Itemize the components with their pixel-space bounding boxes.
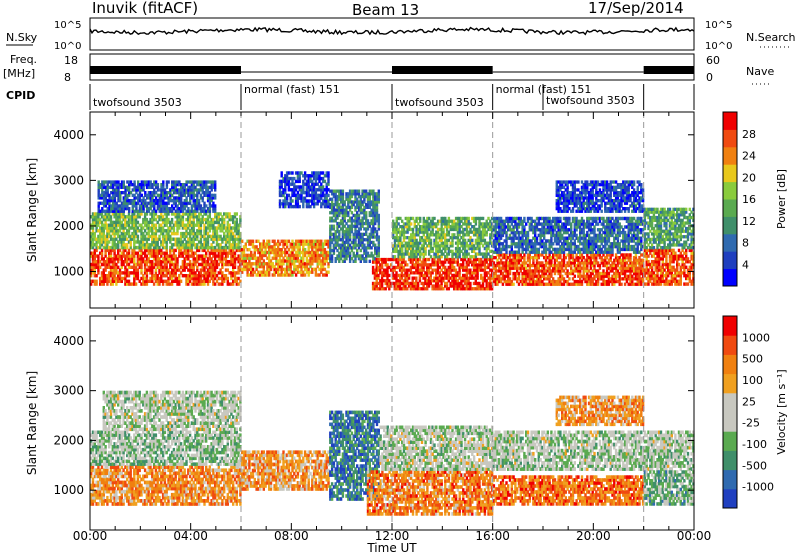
- nsearch-label: N.Search: [746, 31, 796, 44]
- data-cell: [512, 283, 514, 286]
- data-cell: [214, 204, 216, 207]
- data-cell: [430, 239, 432, 242]
- data-cell: [137, 235, 139, 238]
- data-cell: [162, 180, 164, 183]
- data-cell: [388, 274, 390, 277]
- beam-title: Beam 13: [352, 1, 419, 19]
- data-cell: [394, 255, 396, 258]
- cpid-segments: twofsound 3503 normal (fast) 151 twofsound…: [90, 83, 694, 110]
- data-cell: [268, 240, 270, 243]
- data-cell: [281, 171, 283, 174]
- data-cell: [95, 280, 97, 283]
- data-cell: [327, 271, 329, 274]
- nsearch-tick-bottom: 10^0: [705, 41, 732, 52]
- freq-bars: [90, 66, 694, 74]
- data-cell: [468, 217, 470, 220]
- freq-tick-bottom: 8: [64, 71, 71, 84]
- freq-bar: [90, 66, 241, 74]
- freq-tick-top: 18: [64, 54, 78, 67]
- data-cell: [133, 254, 135, 257]
- nave-label: Nave: [746, 65, 774, 78]
- cpid-segment-label: twofsound 3503: [395, 96, 484, 109]
- data-cell: [471, 239, 473, 242]
- freq-unit: [MHz]: [3, 67, 35, 80]
- data-cell: [342, 190, 344, 193]
- nsky-label: N.Sky: [6, 31, 38, 44]
- data-cell: [378, 214, 380, 217]
- data-cell: [227, 277, 229, 280]
- data-cell: [299, 205, 301, 208]
- data-cell: [406, 263, 408, 266]
- data-cell: [97, 254, 99, 257]
- data-cell: [369, 260, 371, 263]
- freq-bar: [392, 66, 493, 74]
- data-cell: [250, 251, 252, 254]
- data-cell: [327, 194, 329, 197]
- data-cell: [415, 277, 417, 280]
- data-cell: [433, 217, 435, 220]
- data-cell: [378, 235, 380, 238]
- data-cell: [378, 190, 380, 193]
- data-cell: [214, 194, 216, 197]
- freq-bar: [644, 66, 694, 74]
- nave-tick-bottom: 0: [706, 71, 713, 84]
- data-cell: [236, 212, 238, 215]
- data-cell: [157, 183, 159, 186]
- data-cell: [333, 225, 335, 228]
- data-cell: [268, 254, 270, 257]
- data-cell: [469, 282, 471, 285]
- freq-label: Freq.: [10, 53, 37, 66]
- data-cell: [171, 218, 173, 221]
- date-title: 17/Sep/2014: [588, 0, 684, 17]
- data-cell: [252, 240, 254, 243]
- data-cell: [133, 180, 135, 183]
- data-cell: [291, 199, 293, 202]
- data-cell: [167, 180, 169, 183]
- data-cell: [291, 171, 293, 174]
- cpid-segment-label: twofsound 3503: [93, 96, 182, 109]
- data-cell: [430, 255, 432, 258]
- data-cell: [358, 190, 360, 193]
- cpid-segment-label: normal (fast) 151: [244, 83, 340, 96]
- station-title: Inuvik (fitACF): [92, 0, 198, 17]
- cpid-label: CPID: [6, 89, 35, 102]
- nsearch-tick-top: 10^5: [705, 20, 732, 31]
- nsky-tick-bottom: 10^0: [54, 41, 81, 52]
- data-cell: [419, 217, 421, 220]
- data-cell: [180, 280, 182, 283]
- data-cell: [236, 218, 238, 221]
- data-cell: [123, 180, 125, 183]
- cpid-segment-label: twofsound 3503: [546, 94, 635, 107]
- data-cell: [410, 222, 412, 225]
- data-cell: [365, 211, 367, 214]
- data-cell: [128, 207, 130, 210]
- data-cell: [327, 171, 329, 174]
- data-cell: [227, 254, 229, 257]
- nsky-trace: [90, 28, 694, 35]
- nave-tick-top: 60: [706, 54, 720, 67]
- data-cell: [482, 217, 484, 220]
- nsky-tick-top: 10^5: [54, 20, 81, 31]
- radar-figure: Inuvik (fitACF) Beam 13 17/Sep/2014 N.Sk…: [0, 0, 800, 554]
- data-cell: [135, 282, 137, 285]
- data-cell: [214, 180, 216, 183]
